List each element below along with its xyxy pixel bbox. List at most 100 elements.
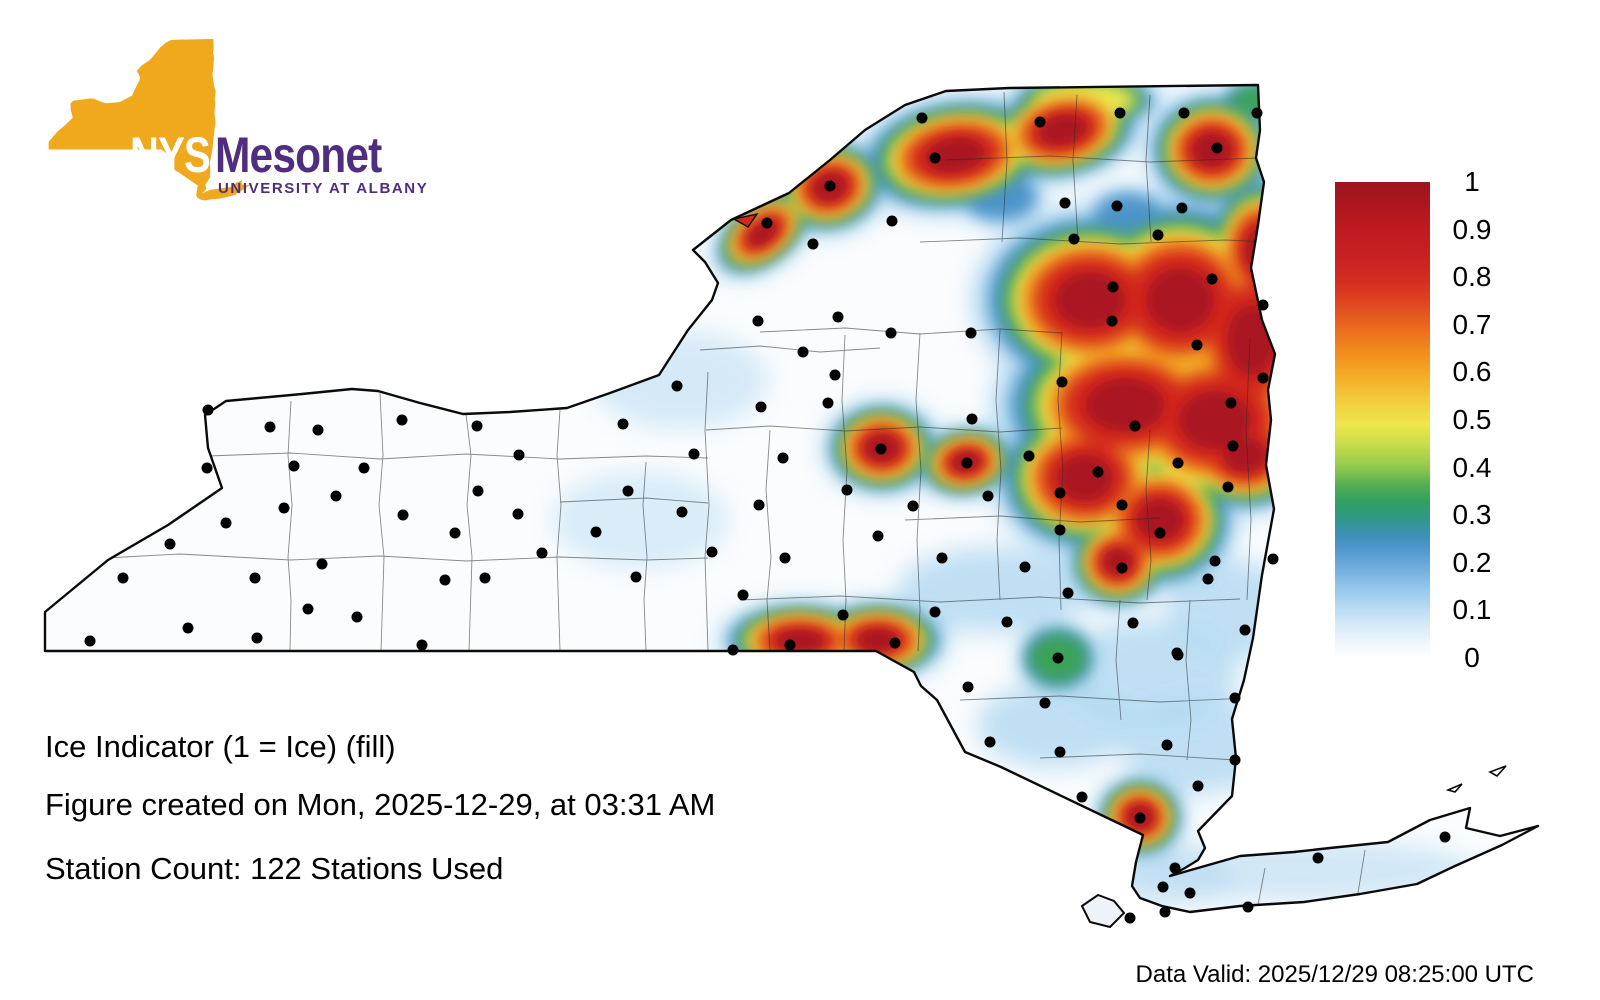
station-dot (1206, 273, 1218, 285)
colorbar-tick: 0.6 (1452, 356, 1492, 388)
station-dot (1127, 617, 1139, 629)
station-dot (1107, 281, 1119, 293)
station-dot (1225, 397, 1237, 409)
station-dot (929, 606, 941, 618)
station-dot (1229, 754, 1241, 766)
heat-layer-darkred (747, 114, 1280, 830)
colorbar-tick-labels: 1 0.9 0.8 0.7 0.6 0.5 0.4 0.3 0.2 0.1 0 (1432, 166, 1512, 673)
station-dot (676, 506, 688, 518)
heat-blob (775, 629, 825, 653)
station-dot (1227, 440, 1239, 452)
station-dot (837, 609, 849, 621)
station-dot (885, 327, 897, 339)
created-timestamp: Figure created on Mon, 2025-12-29, at 03… (45, 787, 716, 822)
heat-blob (552, 471, 728, 569)
station-dot (984, 736, 996, 748)
station-dot (961, 457, 973, 469)
colorbar-tick: 0.2 (1452, 546, 1492, 578)
station-dot (1229, 692, 1241, 704)
station-dot (117, 572, 129, 584)
station-dot (1154, 527, 1166, 539)
station-dot (889, 637, 901, 649)
colorbar-tick: 0.9 (1452, 213, 1492, 245)
colorbar-tick: 0.4 (1452, 451, 1492, 483)
station-dot (1019, 561, 1031, 573)
station-dot (727, 644, 739, 656)
station-dot (1222, 481, 1234, 493)
station-dot (916, 112, 928, 124)
station-dot (201, 462, 213, 474)
station-dot (1257, 372, 1269, 384)
station-dot (784, 639, 796, 651)
station-dot (220, 517, 232, 529)
heat-blob (897, 547, 1093, 633)
station-dot (251, 632, 263, 644)
station-dot (164, 538, 176, 550)
station-dot (1062, 587, 1074, 599)
station-dot (536, 547, 548, 559)
station-dot (512, 508, 524, 520)
colorbar-tick: 0.1 (1452, 594, 1492, 626)
station-dot (358, 462, 370, 474)
colorbar-tick: 0.8 (1452, 261, 1492, 293)
station-dot (822, 397, 834, 409)
station-dot (706, 546, 718, 558)
station-dot (1267, 553, 1279, 565)
logo-tagline: UNIVERSITY AT ALBANY (218, 180, 429, 197)
station-dot (1114, 107, 1126, 119)
station-dot (1068, 233, 1080, 245)
station-dot (590, 526, 602, 538)
station-dot (1312, 852, 1324, 864)
station-dot (1191, 339, 1203, 351)
station-dot (630, 571, 642, 583)
station-dot (471, 420, 483, 432)
station-dot (1116, 499, 1128, 511)
data-valid-timestamp: Data Valid: 2025/12/29 08:25:00 UTC (1135, 961, 1534, 988)
station-count-label: Station Count: 122 Stations Used (45, 851, 504, 886)
station-dot (777, 452, 789, 464)
station-dot (416, 639, 428, 651)
station-dot (936, 552, 948, 564)
station-dot (1239, 624, 1251, 636)
station-dot (513, 449, 525, 461)
station-dot (982, 490, 994, 502)
station-dot (479, 572, 491, 584)
station-dot (1001, 616, 1013, 628)
station-dot (1152, 229, 1164, 241)
station-dot (1211, 142, 1223, 154)
variable-label: Ice Indicator (1 = Ice) (fill) (45, 729, 396, 764)
station-dot (330, 490, 342, 502)
heat-blob (1055, 272, 1125, 328)
station-dot (688, 448, 700, 460)
station-dot (886, 215, 898, 227)
station-dot (351, 611, 363, 623)
colorbar-tick: 1 (1464, 166, 1480, 197)
station-dot (302, 603, 314, 615)
station-dot (1052, 652, 1064, 664)
station-dot (202, 404, 214, 416)
station-dot (737, 589, 749, 601)
station-dot (1134, 812, 1146, 824)
station-dot (617, 418, 629, 430)
station-dot (966, 413, 978, 425)
station-dot (1439, 831, 1451, 843)
station-dot (1076, 791, 1088, 803)
heat-blob (592, 331, 768, 429)
station-dot (1124, 912, 1136, 924)
gardiners-island (1445, 783, 1463, 793)
station-dot (1059, 197, 1071, 209)
station-dot (312, 424, 324, 436)
station-dot (1169, 862, 1181, 874)
colorbar-gradient (1335, 182, 1430, 658)
station-dot (1111, 200, 1123, 212)
station-dot (929, 152, 941, 164)
heat-blob (1085, 378, 1165, 432)
station-dot (622, 485, 634, 497)
colorbar-tick: 0.5 (1452, 404, 1492, 435)
colorbar-tick: 0.3 (1452, 499, 1492, 531)
station-dot (1178, 107, 1190, 119)
station-dot (755, 401, 767, 413)
nys-mesonet-logo: NYS Mesonet UNIVERSITY AT ALBANY (48, 30, 468, 220)
station-dot (1054, 487, 1066, 499)
station-dot (449, 527, 461, 539)
